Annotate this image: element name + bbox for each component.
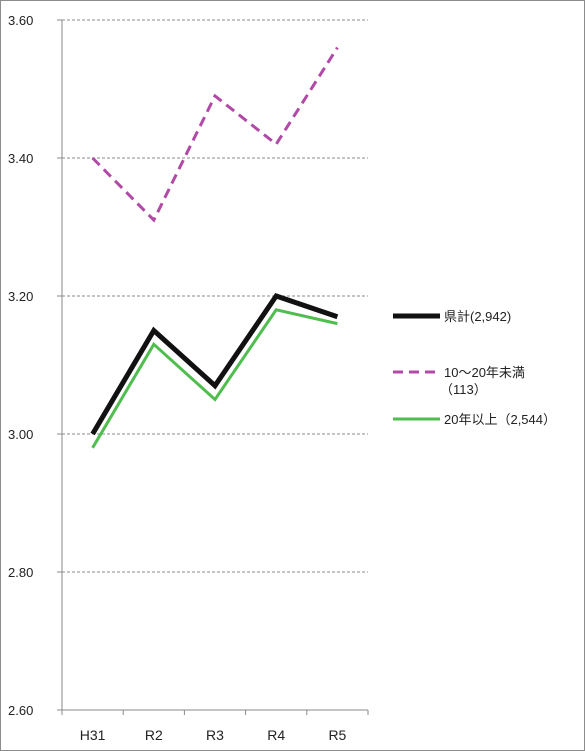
- x-tick-label: R5: [328, 727, 346, 743]
- y-tick-label: 3.00: [8, 427, 33, 442]
- x-tick-label: H31: [80, 727, 106, 743]
- series-line-10-20-years: [91, 46, 339, 223]
- series-line-20-plus-years: [91, 308, 338, 449]
- x-tick-label: R4: [267, 727, 285, 743]
- series-line-prefecture-total: [90, 293, 339, 436]
- y-tick-label: 3.40: [8, 151, 33, 166]
- grid-lines: [57, 19, 369, 715]
- series-lines: [90, 46, 339, 449]
- legend-label-10-20-years: 10～20年未満: [444, 365, 525, 380]
- x-tick-labels: H31 R2 R3 R4 R5: [80, 727, 347, 743]
- axes: [61, 20, 368, 711]
- y-tick-label: 3.20: [8, 289, 33, 304]
- x-tick-label: R3: [206, 727, 224, 743]
- legend-label-10-20-years-count: （113）: [440, 382, 487, 397]
- y-tick-label: 2.60: [8, 703, 33, 718]
- legend-label-prefecture-total: 県計(2,942): [444, 309, 511, 324]
- y-tick-label: 2.80: [8, 565, 33, 580]
- y-tick-labels: 2.60 2.80 3.00 3.20 3.40 3.60: [8, 13, 33, 718]
- legend-label-20-plus-years: 20年以上（2,544）: [444, 412, 556, 427]
- x-tick-label: R2: [145, 727, 163, 743]
- y-tick-label: 3.60: [8, 13, 33, 28]
- legend: 県計(2,942) 10～20年未満 （113） 20年以上（2,544）: [393, 309, 556, 427]
